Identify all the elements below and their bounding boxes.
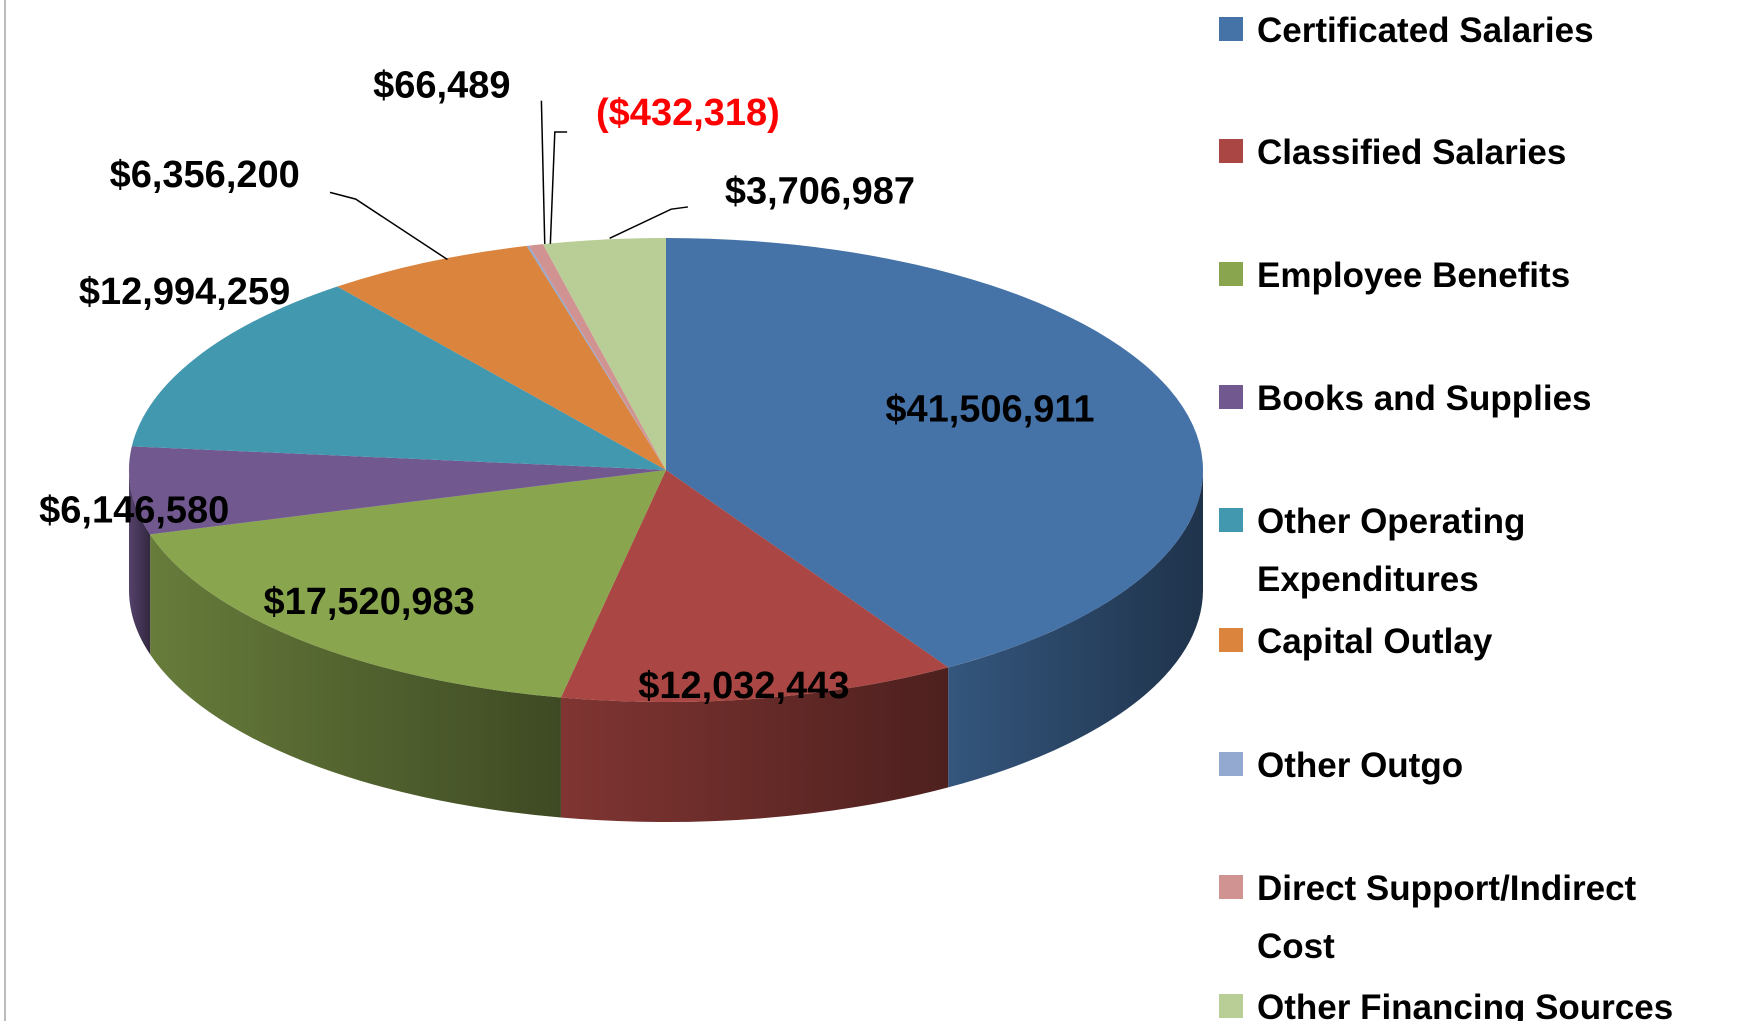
legend-item: Classified Salaries	[1219, 130, 1719, 182]
leader-line	[329, 191, 448, 261]
legend-item: Books and Supplies	[1219, 376, 1719, 428]
legend-item: Direct Support/Indirect Cost	[1219, 866, 1719, 976]
legend-label: Certificated Salaries	[1257, 10, 1594, 50]
data-label: $6,146,580	[39, 489, 229, 531]
data-label: $12,032,443	[638, 665, 849, 707]
leader-line	[609, 206, 689, 239]
slice	[337, 245, 666, 470]
legend-swatch	[1219, 507, 1243, 532]
legend-item: Certificated Salaries	[1219, 8, 1719, 60]
slice	[150, 470, 666, 698]
legend-label: Books and Supplies	[1257, 378, 1592, 418]
legend-item: Other Outgo	[1219, 743, 1719, 795]
legend-label: Employee Benefits	[1257, 255, 1571, 295]
slice-side	[150, 534, 561, 818]
leader-line	[540, 100, 546, 244]
slice	[528, 244, 666, 470]
data-label: $17,520,983	[263, 581, 474, 623]
legend-label: Other Operating Expenditures	[1257, 501, 1526, 599]
legend-swatch	[1219, 874, 1243, 899]
slice	[131, 286, 666, 470]
data-label: $12,994,259	[79, 271, 290, 313]
data-label: $3,706,987	[725, 171, 915, 213]
legend-swatch	[1219, 994, 1243, 1019]
legend-swatch	[1219, 261, 1243, 286]
data-label: $66,489	[373, 64, 510, 106]
data-label: $41,506,911	[885, 389, 1094, 431]
legend-label: Direct Support/Indirect Cost	[1257, 868, 1637, 966]
slice	[542, 238, 666, 470]
legend-item: Other Operating Expenditures	[1219, 499, 1719, 609]
legend-swatch	[1219, 628, 1243, 653]
slice	[128, 446, 666, 535]
legend-item: Capital Outlay	[1219, 619, 1719, 671]
leader-line	[549, 131, 568, 244]
legend-swatch	[1219, 751, 1243, 776]
slice-side	[948, 470, 1203, 788]
legend-swatch	[1219, 384, 1243, 409]
slice	[560, 470, 949, 703]
legend-item: Other Financing Sources	[1219, 985, 1719, 1021]
legend-swatch	[1219, 138, 1243, 163]
legend-swatch	[1219, 16, 1243, 41]
slice-side	[560, 667, 949, 822]
slice-side	[129, 470, 151, 655]
slice	[666, 238, 1203, 668]
legend-label: Other Financing Sources	[1257, 988, 1674, 1021]
legend-label: Classified Salaries	[1257, 132, 1567, 172]
data-label: $6,356,200	[110, 154, 300, 196]
legend-label: Capital Outlay	[1257, 622, 1493, 662]
slice	[526, 245, 666, 470]
legend-item: Employee Benefits	[1219, 253, 1719, 305]
legend-label: Other Outgo	[1257, 745, 1464, 785]
data-label: ($432,318)	[596, 92, 780, 134]
